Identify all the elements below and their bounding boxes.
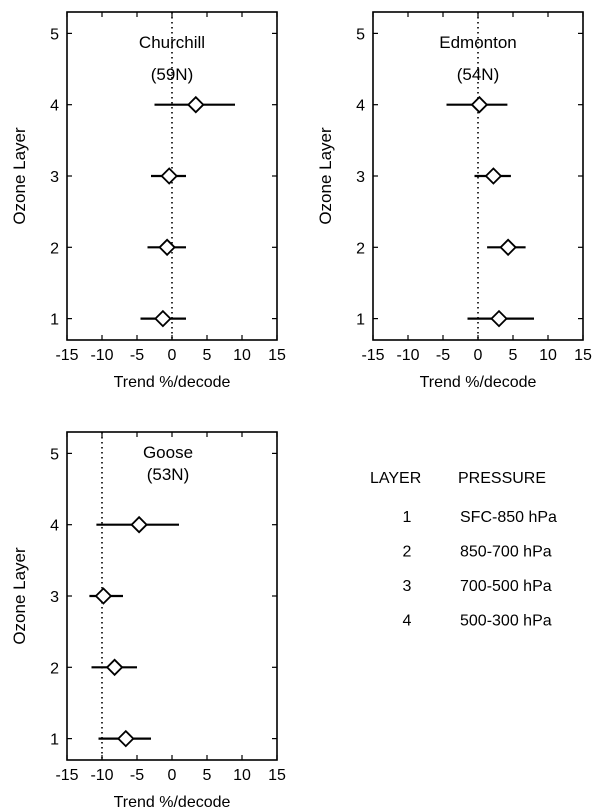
data-point-layer-1	[490, 309, 508, 328]
panel-title: Goose	[143, 443, 193, 462]
data-point-layer-3	[94, 587, 113, 605]
table-cell-pressure: 500-300 hPa	[460, 613, 552, 630]
x-tick-label: 5	[203, 347, 212, 364]
data-point-layer-3	[160, 167, 178, 185]
data-point-layer-2	[499, 238, 517, 257]
chart-panel-churchill: -15 -10 -5 0 5 10 15 1 2 3 4 5 Churchill (59N) Trend %…	[10, 11, 286, 391]
table-cell-layer: 2	[403, 544, 412, 561]
x-axis-label: Trend %/decode	[420, 374, 537, 391]
y-tick-label: 1	[50, 732, 59, 749]
x-tick-label: -5	[130, 347, 144, 364]
x-tick-label: -10	[90, 347, 113, 364]
y-tick-label: 5	[50, 446, 59, 463]
chart-panel-edmonton: -15 -10 -5 0 5 10 15 1 2 3 4 5 Edmonton (54N) Trend %/…	[316, 11, 592, 391]
table-cell-pressure: 700-500 hPa	[460, 578, 552, 595]
x-axis-label: Trend %/decode	[114, 794, 231, 808]
x-tick-label: 15	[574, 347, 592, 364]
table-header-pressure: PRESSURE	[458, 470, 546, 487]
y-tick-label: 4	[356, 98, 365, 115]
x-tick-label: -5	[130, 767, 144, 784]
x-tick-label: 5	[203, 767, 212, 784]
panel-title: Churchill	[139, 33, 205, 52]
table-cell-layer: 4	[403, 613, 412, 630]
data-point-layer-2	[158, 238, 176, 257]
x-tick-label: 15	[268, 767, 286, 784]
x-tick-label: -5	[436, 347, 450, 364]
y-tick-label: 2	[50, 240, 59, 257]
table-header-layer: LAYER	[370, 470, 421, 487]
y-tick-label: 5	[50, 26, 59, 43]
x-axis-label: Trend %/decode	[114, 374, 231, 391]
y-axis-label: Ozone Layer	[316, 127, 335, 225]
y-tick-label: 5	[356, 26, 365, 43]
x-tick-label: 15	[268, 347, 286, 364]
y-tick-label: 2	[50, 660, 59, 677]
y-tick-label: 1	[356, 312, 365, 329]
y-axis-label: Ozone Layer	[10, 547, 29, 645]
data-point-layer-4	[130, 515, 148, 534]
x-tick-label: -15	[55, 347, 78, 364]
x-tick-label: -15	[55, 767, 78, 784]
data-point-layer-4	[470, 95, 489, 114]
table-cell-layer: 3	[403, 578, 412, 595]
data-point-layer-2	[105, 658, 124, 677]
y-axis-label: Ozone Layer	[10, 127, 29, 225]
x-tick-label: 10	[233, 347, 251, 364]
table-cell-layer: 1	[403, 509, 412, 526]
y-tick-label: 3	[50, 169, 59, 186]
y-tick-label: 4	[50, 518, 59, 535]
y-tick-label: 1	[50, 312, 59, 329]
y-tick-label: 2	[356, 240, 365, 257]
panel-subtitle: (53N)	[147, 465, 190, 484]
table-cell-pressure: SFC-850 hPa	[460, 509, 557, 526]
data-point-layer-3	[484, 167, 503, 185]
data-point-layer-1	[154, 309, 172, 328]
x-tick-label: 10	[233, 767, 251, 784]
panel-title: Edmonton	[439, 33, 517, 52]
x-tick-label: 10	[539, 347, 557, 364]
y-tick-label: 3	[50, 589, 59, 606]
table-cell-pressure: 850-700 hPa	[460, 544, 552, 561]
y-tick-label: 3	[356, 169, 365, 186]
chart-panel-goose: -15 -10 -5 0 5 10 15 1 2 3 4 5 Goose (53N) Trend %/dec…	[10, 431, 286, 808]
y-tick-label: 4	[50, 98, 59, 115]
x-tick-label: -10	[396, 347, 419, 364]
data-point-layer-4	[187, 95, 205, 114]
x-tick-label: -15	[361, 347, 384, 364]
panel-subtitle: (59N)	[151, 65, 194, 84]
data-point-layer-1	[117, 729, 135, 748]
x-tick-label: 5	[509, 347, 518, 364]
x-tick-label: 0	[474, 347, 483, 364]
x-tick-label: 0	[168, 767, 177, 784]
panel-subtitle: (54N)	[457, 65, 500, 84]
layer-pressure-table: LAYER PRESSURE 1 SFC-850 hPa 2 850-700 hPa 3 70…	[370, 470, 557, 630]
x-tick-label: -10	[90, 767, 113, 784]
x-tick-label: 0	[168, 347, 177, 364]
